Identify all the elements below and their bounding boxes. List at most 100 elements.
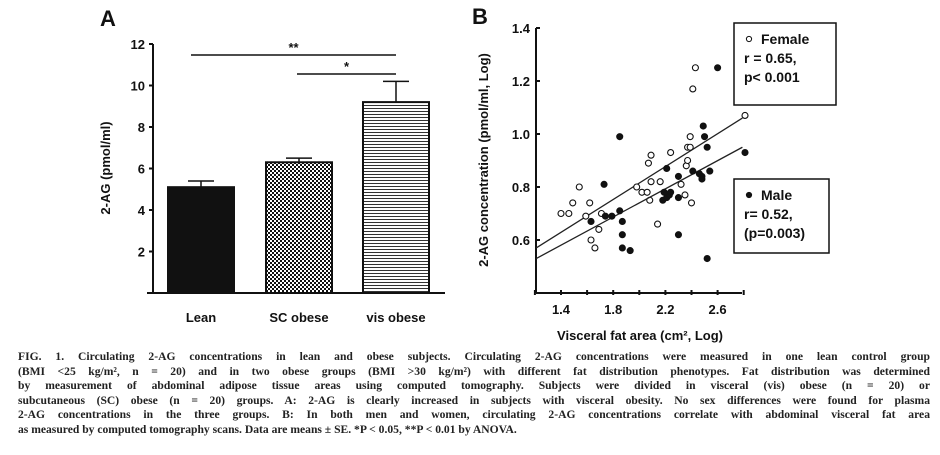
male-data-point (600, 180, 608, 188)
legend-text: p< 0.001 (744, 69, 800, 85)
female-data-point (689, 85, 697, 93)
female-data-point (681, 191, 689, 199)
male-data-point (608, 212, 616, 220)
caption-line: subcutaneous (SC) obese (n = 20) groups.… (18, 393, 930, 407)
y-axis-label: 2-AG (pmol/ml) (98, 121, 113, 214)
male-data-point (698, 175, 706, 183)
male-data-point (706, 167, 714, 175)
female-data-point (587, 236, 595, 244)
female-data-point (595, 225, 603, 233)
y-tick-label: 1.2 (512, 74, 530, 89)
caption-line: (BMI <25 kg/m², n = 20) and in two obese… (18, 364, 930, 378)
legend-marker (745, 35, 753, 43)
legend-box (733, 178, 830, 254)
male-data-point (714, 64, 722, 72)
bar-vis-obese (362, 101, 430, 294)
female-data-point (654, 220, 662, 228)
panel-label: A (100, 6, 116, 31)
legend-text: (p=0.003) (744, 225, 805, 241)
bar-lean (167, 186, 235, 294)
caption-line: by measurement of abdominal adipose tiss… (18, 379, 930, 393)
female-data-point (557, 209, 565, 218)
male-data-point (700, 133, 709, 141)
female-data-point (647, 178, 655, 186)
regression-line-female (535, 117, 743, 249)
female-data-point (643, 188, 651, 196)
y-tick-label: 1.4 (512, 21, 531, 36)
y-tick-label: 8 (138, 120, 145, 135)
y-tick-label: 0.6 (512, 233, 530, 248)
y-tick-label: 0.8 (512, 180, 530, 195)
female-data-point (647, 151, 655, 159)
female-data-point (575, 183, 583, 191)
female-data-point (691, 64, 699, 72)
female-data-point (684, 156, 692, 165)
male-data-point (626, 247, 634, 255)
panel-label: B (472, 4, 488, 29)
legend-marker (745, 191, 753, 199)
y-tick-label: 2 (138, 245, 145, 260)
male-data-point (601, 212, 609, 220)
male-data-point (618, 231, 626, 239)
female-data-point (741, 111, 749, 119)
regression-line-male (535, 146, 743, 260)
female-data-point (569, 199, 577, 207)
male-data-point (663, 164, 671, 172)
female-data-point (667, 149, 675, 157)
legend-female: Female r = 0.65, p< 0.001 (733, 22, 837, 106)
y-tick-label: 12 (131, 37, 145, 52)
legend-text: Female (761, 31, 809, 47)
female-data-point (656, 178, 664, 186)
male-data-point (618, 244, 626, 252)
male-data-point (699, 122, 707, 130)
y-tick-label: 1.0 (512, 127, 530, 142)
figure-charts: A 2 4 6 8 10 12 2-AG (pmol/ml) Lean SC obese vis o… (98, 4, 837, 343)
female-data-point (644, 159, 652, 167)
x-axis-label: Visceral fat area (cm², Log) (557, 328, 723, 343)
x-tick-label: 1.8 (604, 302, 622, 317)
y-tick-label: 6 (138, 162, 145, 177)
male-data-point (689, 167, 697, 175)
panel-a-bar-chart: A 2 4 6 8 10 12 2-AG (pmol/ml) Lean SC obese vis o… (98, 6, 445, 325)
male-data-point (667, 188, 675, 196)
legend-male: Male r= 0.52, (p=0.003) (733, 178, 830, 254)
caption-line: 2-AG concentrations in the three groups.… (18, 408, 930, 422)
y-axis-label: 2-AG concentration (pmol/ml, Log) (476, 53, 491, 267)
figure-caption: FIG. 1. Circulating 2-AG concentrations … (18, 350, 930, 438)
x-tick-label: vis obese (366, 310, 425, 325)
x-tick-label: 2.2 (656, 302, 674, 317)
caption-line: as measured by computed tomography scans… (18, 422, 517, 436)
male-data-point (703, 143, 711, 151)
male-data-point (616, 133, 624, 141)
y-tick-label: 4 (138, 203, 146, 218)
female-data-point (633, 183, 641, 191)
female-data-point (687, 199, 696, 207)
female-data-point (686, 133, 694, 141)
legend-text: r= 0.52, (744, 206, 793, 222)
legend-text: r = 0.65, (744, 50, 797, 66)
female-data-point (686, 143, 694, 151)
female-data-point (591, 244, 599, 252)
male-data-point (616, 207, 624, 215)
male-data-point (674, 231, 683, 239)
panel-b-scatter-chart: B 0.6 0.8 1.0 1.2 1.4 1.4 1.8 2.2 2.6 Visceral fat… (472, 4, 837, 343)
male-data-point (703, 254, 711, 263)
male-data-point (618, 217, 626, 225)
significance-label: ** (288, 40, 299, 55)
x-tick-label: 1.4 (552, 302, 571, 317)
x-tick-label: SC obese (269, 310, 328, 325)
male-data-point (587, 217, 595, 225)
legend-text: Male (761, 187, 792, 203)
female-data-point (582, 212, 590, 220)
female-data-point (586, 199, 594, 207)
significance-label: * (344, 59, 350, 74)
bar-sc-obese (265, 161, 333, 294)
female-data-point (677, 180, 685, 188)
y-tick-label: 10 (131, 79, 145, 94)
male-data-point (741, 149, 749, 157)
caption-line: FIG. 1. Circulating 2-AG concentrations … (18, 350, 930, 363)
x-tick-label: Lean (186, 310, 216, 325)
x-tick-label: 2.6 (709, 302, 727, 317)
male-data-point (674, 172, 683, 180)
